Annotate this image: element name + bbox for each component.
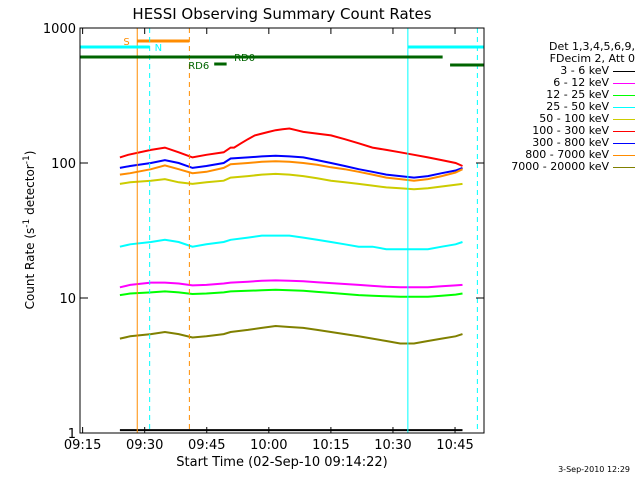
night-flag-label: N bbox=[155, 43, 162, 54]
legend-entry: 100 - 300 keV bbox=[470, 125, 635, 137]
legend-entry-swatch bbox=[613, 70, 635, 72]
legend-entry-label: 12 - 25 keV bbox=[546, 88, 609, 101]
legend-entry-label: 800 - 7000 keV bbox=[525, 148, 609, 161]
series-layer bbox=[119, 127, 463, 432]
x-tick-label: 10:00 bbox=[250, 438, 287, 453]
legend-entry-swatch bbox=[613, 118, 635, 120]
y-tick-label: 100 bbox=[51, 157, 76, 172]
series-line bbox=[119, 234, 463, 251]
series-line bbox=[119, 154, 463, 179]
x-tick-label: 09:45 bbox=[188, 438, 225, 453]
legend-entry-swatch bbox=[613, 82, 635, 84]
legend-entry: 25 - 50 keV bbox=[470, 101, 635, 113]
legend-entry-swatch bbox=[613, 154, 635, 156]
x-tick-label: 10:30 bbox=[374, 438, 411, 453]
y-tick-label: 1 bbox=[68, 427, 76, 442]
series-line bbox=[119, 279, 463, 289]
legend-entry: 12 - 25 keV bbox=[470, 89, 635, 101]
legend-entry-label: 6 - 12 keV bbox=[553, 76, 609, 89]
series-line bbox=[119, 172, 463, 191]
x-tick-label: 09:30 bbox=[126, 438, 163, 453]
legend-entry-label: 100 - 300 keV bbox=[532, 124, 609, 137]
y-tick-label: 1000 bbox=[43, 22, 76, 37]
legend-entry: 300 - 800 keV bbox=[470, 137, 635, 149]
chart-legend: Det 1,3,4,5,6,9, FDecim 2, Att 0 3 - 6 k… bbox=[470, 41, 635, 173]
legend-entry-swatch bbox=[613, 130, 635, 132]
legend-entry-swatch bbox=[613, 142, 635, 144]
series-line bbox=[119, 288, 463, 298]
series-line bbox=[119, 127, 463, 167]
legend-entry-label: 50 - 100 keV bbox=[539, 112, 609, 125]
y-tick-label: 10 bbox=[59, 292, 76, 307]
legend-entry: 6 - 12 keV bbox=[470, 77, 635, 89]
flags-layer: S N RD0 RD6 bbox=[79, 28, 484, 433]
legend-entry-swatch bbox=[613, 106, 635, 108]
rd6-flag-label: RD6 bbox=[188, 61, 209, 72]
plot-frame bbox=[79, 27, 485, 434]
footer-timestamp: 3-Sep-2010 12:29 bbox=[558, 465, 630, 474]
x-tick-label: 10:45 bbox=[436, 438, 473, 453]
x-tick-label: 10:15 bbox=[312, 438, 349, 453]
y-axis-label: Count Rate (s-1 detector-1) bbox=[22, 151, 37, 310]
y-axis-ticks: 1 10 100 1000 bbox=[43, 22, 484, 442]
legend-header-line-2: FDecim 2, Att 0 bbox=[549, 52, 635, 65]
saa-flag-label: S bbox=[123, 37, 129, 48]
legend-entry-swatch bbox=[613, 166, 635, 168]
legend-entry: 800 - 7000 keV bbox=[470, 149, 635, 161]
legend-entry-label: 300 - 800 keV bbox=[532, 136, 609, 149]
legend-header-line-1: Det 1,3,4,5,6,9, bbox=[548, 40, 635, 53]
legend-entry-label: 25 - 50 keV bbox=[546, 100, 609, 113]
legend-entry-swatch bbox=[613, 94, 635, 96]
legend-entry-label: 7000 - 20000 keV bbox=[511, 160, 609, 173]
x-axis-label: Start Time (02-Sep-10 09:14:22) bbox=[176, 455, 387, 470]
rd0-flag-label: RD0 bbox=[234, 53, 255, 64]
legend-entry: 7000 - 20000 keV bbox=[470, 161, 635, 173]
legend-entry-label: 3 - 6 keV bbox=[560, 64, 609, 77]
legend-entry: 50 - 100 keV bbox=[470, 113, 635, 125]
series-line bbox=[119, 160, 463, 182]
series-line bbox=[119, 324, 463, 345]
x-axis-ticks: 09:15 09:30 09:45 10:00 10:15 10:30 10:45 bbox=[64, 28, 474, 453]
legend-entries: 3 - 6 keV 6 - 12 keV 12 - 25 keV 25 - 50 ke… bbox=[470, 65, 635, 173]
legend-entry: 3 - 6 keV bbox=[470, 65, 635, 77]
x-tick-label: 09:15 bbox=[64, 438, 101, 453]
chart-title: HESSI Observing Summary Count Rates bbox=[132, 5, 431, 23]
